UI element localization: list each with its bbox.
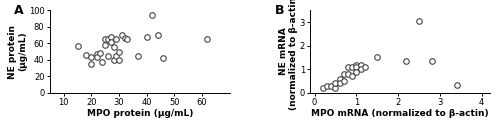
Point [118, 34, 126, 36]
Point [344, 73, 352, 75]
Point [107, 36, 115, 38]
Point [102, 44, 110, 46]
Point [332, 82, 340, 84]
Point [124, 38, 132, 40]
Point [340, 73, 348, 75]
Point [142, 36, 150, 38]
Point [104, 55, 112, 57]
X-axis label: MPO mRNA (normalized to β-actin): MPO mRNA (normalized to β-actin) [312, 109, 489, 118]
Point [160, 57, 168, 59]
Point [428, 60, 436, 62]
Point [348, 75, 356, 77]
Point [332, 87, 340, 89]
Point [373, 57, 381, 59]
Text: B: B [274, 4, 284, 17]
Y-axis label: NE protein
(μg/mL): NE protein (μg/mL) [8, 25, 28, 79]
Point [340, 80, 348, 82]
Point [452, 84, 460, 86]
Y-axis label: NE mRNA
(normalized to β-actin): NE mRNA (normalized to β-actin) [278, 0, 298, 110]
Point [93, 56, 101, 58]
Point [323, 85, 331, 87]
Point [115, 59, 123, 61]
Point [352, 71, 360, 73]
Point [110, 46, 118, 49]
Point [336, 82, 344, 84]
Point [356, 64, 364, 66]
Point [348, 66, 356, 68]
Point [112, 55, 120, 57]
Point [134, 55, 142, 57]
Point [74, 45, 82, 47]
Point [352, 66, 360, 68]
Point [120, 37, 128, 39]
Point [154, 34, 162, 36]
Point [204, 38, 212, 40]
Point [112, 38, 120, 40]
Point [98, 61, 106, 63]
Point [415, 20, 423, 22]
Point [336, 78, 344, 80]
Text: A: A [14, 4, 24, 17]
Point [88, 63, 96, 65]
Point [82, 54, 90, 56]
Point [328, 85, 336, 87]
Point [96, 52, 104, 54]
Point [360, 66, 368, 68]
Point [402, 60, 410, 62]
Point [102, 38, 110, 40]
Point [356, 68, 364, 70]
Point [107, 41, 115, 43]
X-axis label: MPO protein (μg/mL): MPO protein (μg/mL) [86, 109, 193, 118]
Point [110, 59, 118, 61]
Point [93, 53, 101, 55]
Point [148, 14, 156, 16]
Point [88, 55, 96, 58]
Point [344, 66, 352, 68]
Point [115, 51, 123, 53]
Point [104, 38, 112, 40]
Point [319, 87, 327, 89]
Point [352, 64, 360, 66]
